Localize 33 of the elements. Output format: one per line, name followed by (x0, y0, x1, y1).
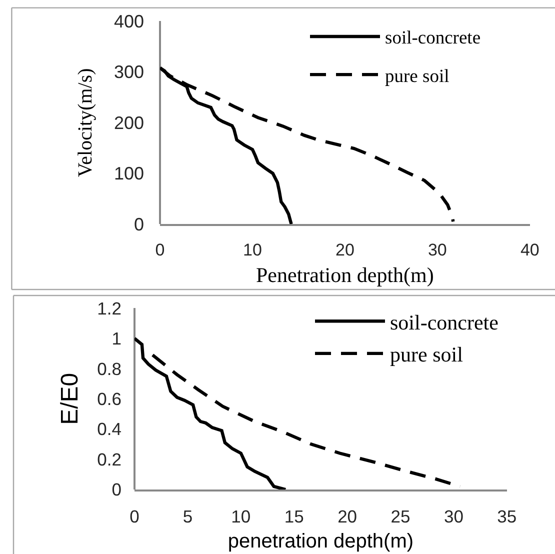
x-axis-title: penetration depth(m) (228, 530, 414, 552)
y-tick-label: 0.2 (97, 449, 122, 470)
legend-label: soil-concrete (390, 310, 498, 334)
x-tick-label: 10 (243, 240, 262, 260)
x-tick-label: 0 (155, 240, 165, 260)
x-tick-label: 40 (520, 240, 540, 260)
y-tick-label: 300 (114, 62, 144, 82)
x-tick-label: 30 (428, 240, 447, 260)
x-tick-label: 5 (182, 506, 193, 526)
y-tick-label: 1.2 (97, 298, 122, 318)
y-tick-label: 0 (112, 480, 122, 500)
y-tick-label: 0.4 (97, 419, 122, 440)
legend-label: pure soil (385, 66, 450, 87)
x-tick-label: 20 (338, 506, 358, 526)
y-axis-title: E/E0 (56, 372, 84, 425)
y-axis-title: Velocity(m/s) (74, 68, 96, 178)
y-tick-label: 400 (114, 12, 144, 32)
y-tick-label: 0 (134, 214, 144, 234)
y-tick-label: 0.8 (97, 358, 122, 379)
x-tick-label: 30 (444, 506, 464, 526)
x-tick-label: 35 (497, 506, 517, 526)
line-series (134, 336, 288, 490)
x-tick-label: 15 (284, 506, 304, 526)
x-tick-label: 25 (390, 506, 410, 526)
y-tick-label: 100 (114, 164, 144, 184)
x-tick-label: 20 (335, 240, 354, 260)
y-tick-label: 1 (112, 328, 122, 349)
y-tick-label: 200 (114, 112, 144, 133)
legend-label: pure soil (390, 342, 464, 367)
x-tick-label: 10 (231, 506, 251, 526)
y-tick-label: 0.6 (97, 388, 122, 409)
x-axis-title: Penetration depth(m) (256, 262, 434, 287)
legend-label: soil-concrete (385, 28, 481, 49)
